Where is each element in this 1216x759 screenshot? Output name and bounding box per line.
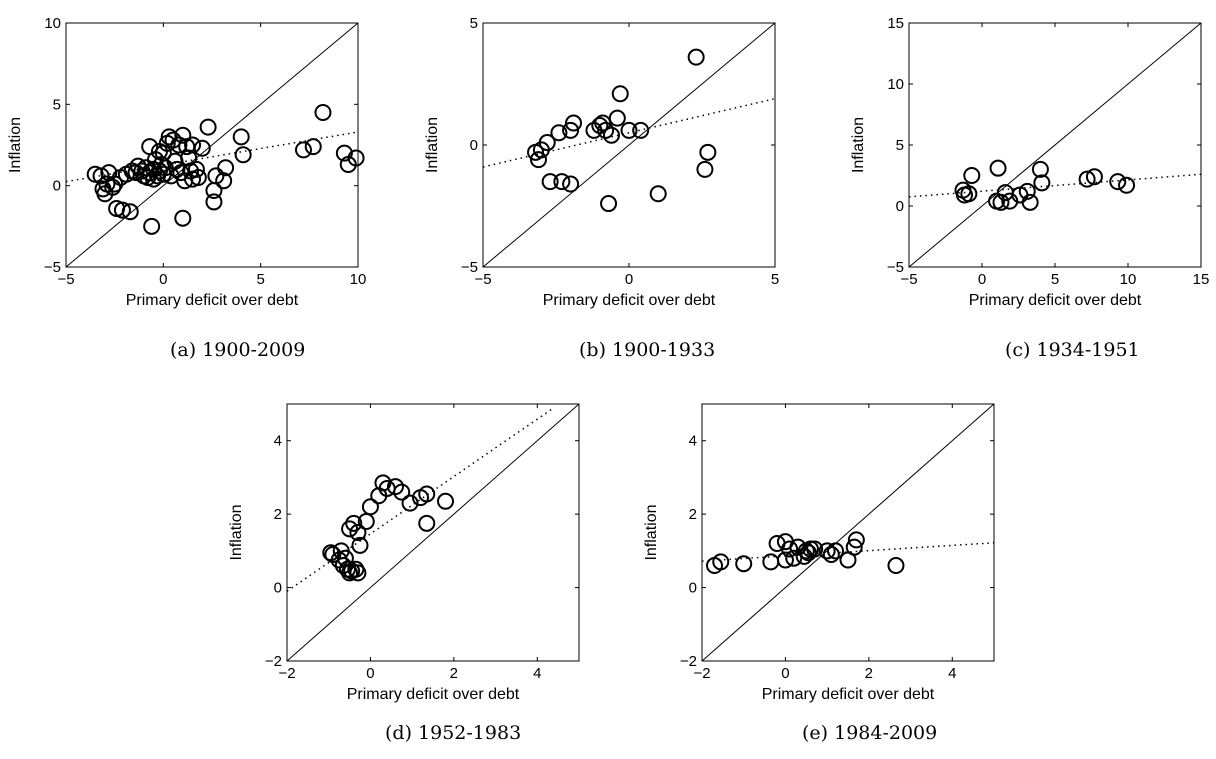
y-axis-label: Inflation (7, 117, 24, 173)
x-tick-label: 4 (533, 665, 541, 682)
x-axis-label: Primary deficit over debt (969, 292, 1142, 309)
y-tick-label: 4 (689, 433, 697, 450)
fit-line (909, 174, 1201, 197)
y-axis-label: Inflation (424, 117, 441, 173)
data-point (236, 147, 251, 162)
x-tick-label: 0 (159, 271, 167, 288)
data-point (563, 177, 578, 192)
panel-b: −5 0 5−505Primary deficit over debtInflati… (424, 15, 779, 361)
x-tick-label: 0 (978, 271, 986, 288)
data-point (998, 185, 1013, 200)
panel-d: −2 0 2 4−2024Primary deficit over debtInfla… (228, 404, 579, 744)
y-tick-label: 2 (689, 506, 697, 523)
y-tick-label: 0 (470, 137, 478, 154)
x-tick-label: 2 (865, 665, 873, 682)
y-tick-label: 5 (53, 96, 61, 113)
y-tick-label: −5 (461, 259, 478, 276)
data-point (700, 145, 715, 160)
panel-caption: (c) 1934-1951 (1005, 339, 1140, 361)
data-point (315, 105, 330, 120)
data-point (991, 161, 1006, 176)
y-tick-label: −5 (887, 259, 904, 276)
data-point (206, 183, 221, 198)
y-tick-label: 0 (53, 178, 61, 195)
data-point (419, 516, 434, 531)
y-tick-label: 5 (896, 137, 904, 154)
reference-line (702, 404, 994, 661)
y-tick-label: −2 (680, 653, 697, 670)
data-point (1119, 178, 1134, 193)
data-point (601, 196, 616, 211)
x-tick-label: 10 (350, 271, 367, 288)
y-tick-label: 0 (896, 198, 904, 215)
data-point (651, 186, 666, 201)
y-axis-label: Inflation (850, 117, 867, 173)
panel-a: −5 0 5 10 −5 0 5 10 Primary deficit over debt Inf… (7, 15, 366, 361)
data-point (763, 554, 778, 569)
data-point (613, 86, 628, 101)
x-tick-label: 2 (450, 665, 458, 682)
panel-caption: (e) 1984-2009 (802, 722, 937, 744)
x-tick-label: 5 (1051, 271, 1059, 288)
panel-e: −2 0 2 4 −2 0 2 4 Primary deficit over debt Infla… (643, 404, 994, 744)
plot-area (702, 404, 994, 661)
reference-line (66, 23, 358, 267)
y-tick-label: 10 (887, 76, 904, 93)
data-point (234, 129, 249, 144)
data-point (689, 50, 704, 65)
y-tick-label: 0 (689, 580, 697, 597)
fit-line (483, 99, 775, 167)
x-tick-label: 0 (366, 665, 374, 682)
x-tick-label: 4 (948, 665, 956, 682)
x-tick-label: 0 (625, 271, 633, 288)
data-point (610, 111, 625, 126)
y-tick-label: 2 (274, 506, 282, 523)
data-point (201, 120, 216, 135)
y-tick-label: 5 (470, 15, 478, 32)
plot-area (483, 23, 775, 267)
plot-area (66, 23, 358, 267)
x-axis-label: Primary deficit over debt (762, 686, 935, 703)
y-axis-label: Inflation (643, 504, 660, 560)
panel-caption: (a) 1900-2009 (170, 339, 305, 361)
y-tick-label: 10 (44, 15, 61, 32)
panel-caption: (b) 1900-1933 (579, 339, 715, 361)
y-tick-label: 0 (274, 580, 282, 597)
x-axis-label: Primary deficit over debt (543, 292, 716, 309)
panel-c: −5 0 5 10 15−5051015Primary deficit over deb… (850, 15, 1209, 361)
plot-area (287, 404, 579, 661)
data-point (964, 168, 979, 183)
reference-line (909, 23, 1201, 267)
y-tick-label: 15 (887, 15, 904, 32)
data-point (144, 219, 159, 234)
y-tick-label: −5 (44, 259, 61, 276)
data-point (1023, 195, 1038, 210)
data-point (736, 556, 751, 571)
plot-area (909, 23, 1201, 267)
data-point (888, 558, 903, 573)
data-point (175, 211, 190, 226)
x-tick-label: 5 (771, 271, 779, 288)
reference-line (287, 404, 579, 661)
data-point (296, 142, 311, 157)
reference-line (483, 23, 775, 267)
panel-caption: (d) 1952-1983 (385, 722, 521, 744)
y-axis-label: Inflation (228, 504, 245, 560)
x-axis-label: Primary deficit over debt (126, 292, 299, 309)
data-point (824, 547, 839, 562)
x-tick-label: 5 (256, 271, 264, 288)
y-tick-label: 4 (274, 433, 282, 450)
data-point (306, 139, 321, 154)
x-tick-label: 10 (1120, 271, 1137, 288)
y-tick-label: −2 (265, 653, 282, 670)
data-point (697, 162, 712, 177)
x-axis-label: Primary deficit over debt (347, 686, 520, 703)
x-tick-label: 15 (1193, 271, 1210, 288)
x-tick-label: 0 (781, 665, 789, 682)
data-point (438, 494, 453, 509)
